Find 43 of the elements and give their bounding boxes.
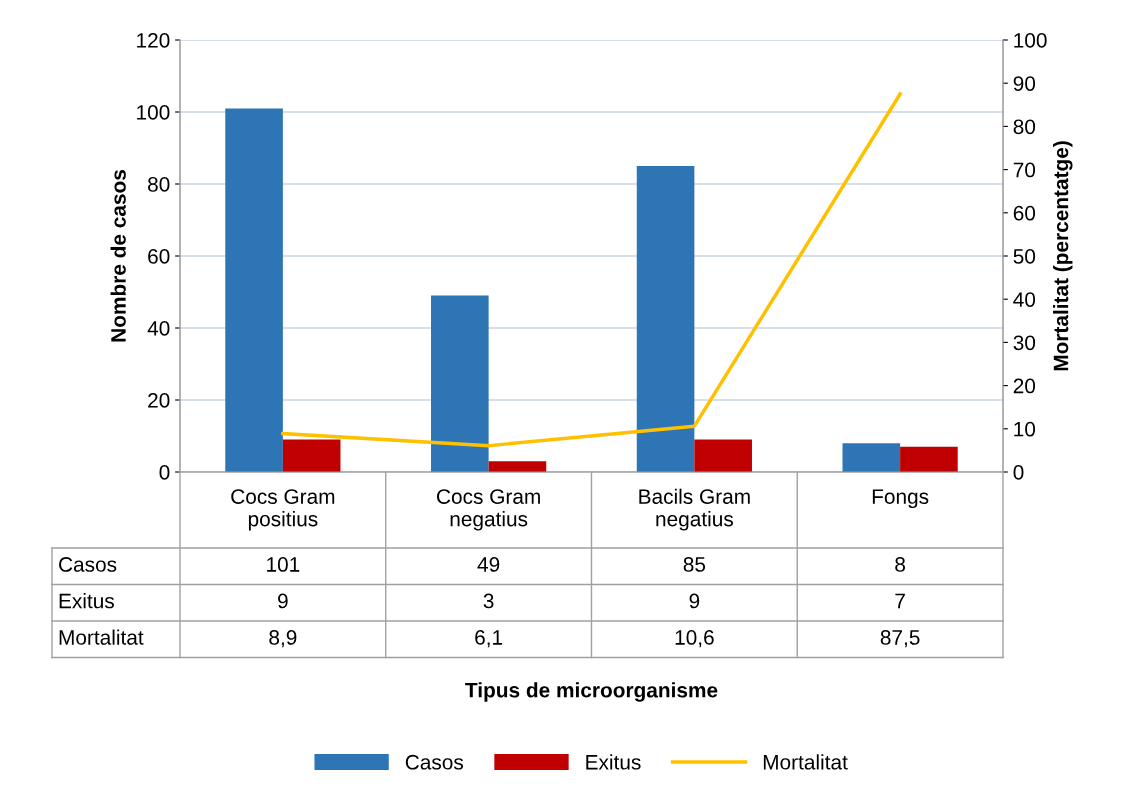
y2-tick-label: 60	[1013, 205, 1036, 221]
y2-tick-label: 30	[1013, 335, 1036, 351]
text: Casos	[59, 557, 117, 572]
data-label: 6,1	[475, 630, 503, 648]
y-tick-label: 80	[148, 177, 170, 192]
data-label: 8	[895, 557, 906, 572]
data-label: 87,5	[880, 630, 920, 648]
data-label: 8,9	[269, 630, 297, 648]
y2-tick-label: 10	[1014, 421, 1036, 437]
data-label: 9	[689, 593, 700, 609]
y-tick-label: 100	[137, 105, 170, 120]
data-label: 9	[278, 593, 288, 609]
y2-tick-label: 0	[1013, 465, 1024, 480]
y2-tick-label: 90	[1013, 76, 1036, 91]
data-label: 49	[477, 557, 500, 572]
y-tick-label: 0	[159, 465, 170, 480]
x-tick-label: Bacils Gram negatius	[639, 488, 750, 531]
legend-label: Casos	[405, 754, 464, 770]
data-label: 7	[895, 593, 905, 609]
x-tick-label: Fongs	[872, 489, 929, 509]
y2-tick-label: 50	[1013, 249, 1036, 264]
y2-tick-label: 100	[1014, 33, 1047, 48]
y2-tick-label: 70	[1013, 162, 1036, 178]
y-tick-label: 60	[148, 249, 170, 264]
x-tick-label: Cocs Gram negatius	[437, 489, 540, 531]
y2-tick-label: 80	[1013, 119, 1036, 135]
data-label: 10,6	[675, 630, 714, 648]
data-label: 85	[683, 557, 706, 572]
legend-label: Exitus	[586, 754, 641, 770]
y2-tick-label: 20	[1013, 378, 1036, 394]
y2-tick-label: 40	[1013, 292, 1036, 307]
y-tick-label: 20	[148, 393, 170, 408]
y-tick-label: 120	[137, 33, 170, 48]
text: Tipus de microorganisme	[465, 682, 718, 702]
data-label: 101	[267, 557, 300, 572]
y-tick-label: 40	[147, 321, 170, 336]
text: Mortalitat	[59, 629, 144, 645]
legend-label: Mortalitat	[763, 754, 848, 770]
y-axis-title: Nombre de casos	[110, 170, 126, 342]
data-label: 3	[483, 593, 494, 609]
y2-axis-title: Mortalitat (percentatge)	[1053, 141, 1073, 371]
x-tick-label: Cocs Gram positius	[231, 489, 335, 531]
text: Exitus	[59, 593, 114, 609]
